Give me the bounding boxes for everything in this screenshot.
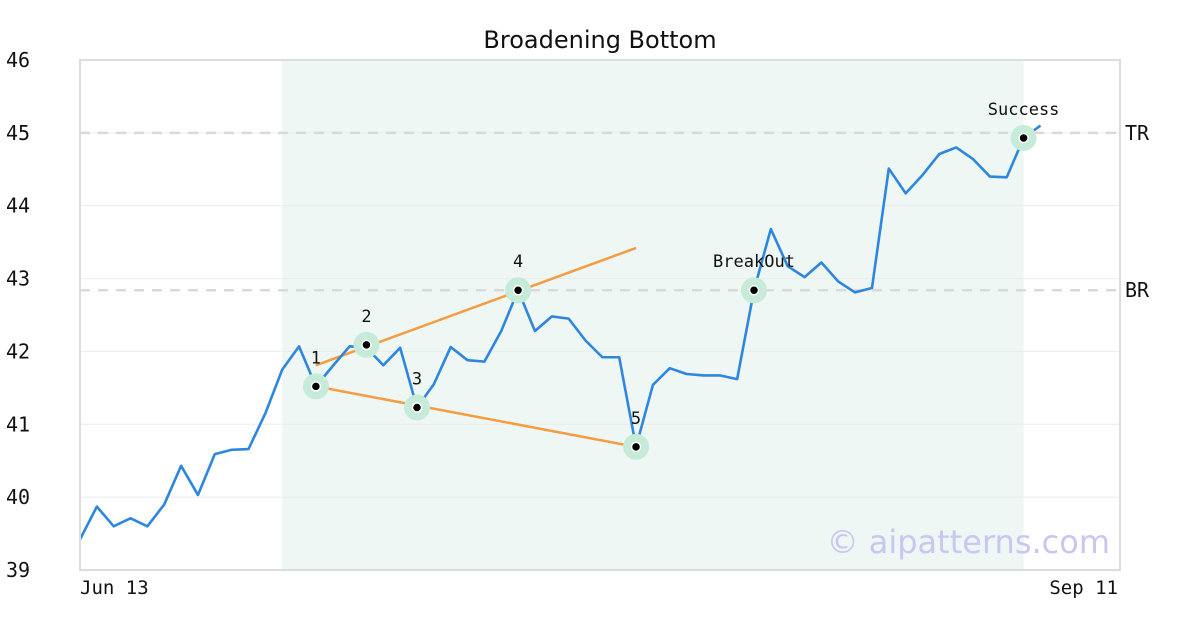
series-layer [78,124,1042,540]
y-tick-label: 44 [6,194,30,218]
marker-label-5: 5 [631,409,641,429]
reference-label-br: BR [1125,278,1150,302]
marker-label-3: 3 [412,370,422,390]
x-tick-label-start: Jun 13 [80,577,149,599]
y-tick-label: 42 [6,339,30,363]
marker-dot-success [1018,132,1029,144]
watermark-text: © aipatterns.com [827,523,1110,561]
pattern-region [282,60,1024,570]
marker-dot-3 [411,402,423,413]
y-tick-label: 41 [6,412,30,436]
plot-frame [79,59,1121,571]
reference-label-tr: TR [1125,121,1150,145]
marker-label-1: 1 [311,348,321,368]
marker-label-success: Success [988,100,1060,120]
y-tick-label: 46 [6,48,30,72]
marker-dot-4 [512,284,524,296]
marker-dot-2 [361,339,372,351]
price-series-line [78,124,1042,540]
y-axis-ticks: 39 40 41 42 43 44 45 46 [6,48,30,582]
y-tick-label: 39 [6,558,30,582]
marker-dot-5 [630,441,642,453]
marker-label-4: 4 [513,252,523,272]
lower-trendline [315,385,637,449]
y-tick-label: 40 [6,485,30,509]
marker-label-breakout: BreakOut [713,252,795,272]
markers-layer: 1 2 3 4 5 BreakOut Success [302,100,1060,460]
y-tick-label: 43 [6,267,30,291]
chart-title: Broadening Bottom [483,26,716,54]
y-tick-label: 45 [6,121,30,145]
marker-label-2: 2 [361,307,371,327]
highlight-region-layer [282,60,1024,570]
marker-dot-breakout [748,284,760,296]
x-tick-label-end: Sep 11 [1049,577,1118,599]
marker-dot-1 [310,381,322,392]
gridlines-layer [80,132,1120,498]
reference-lines-layer: TR BR [80,121,1150,302]
x-axis-ticks: Jun 13 Sep 11 [80,577,1118,599]
